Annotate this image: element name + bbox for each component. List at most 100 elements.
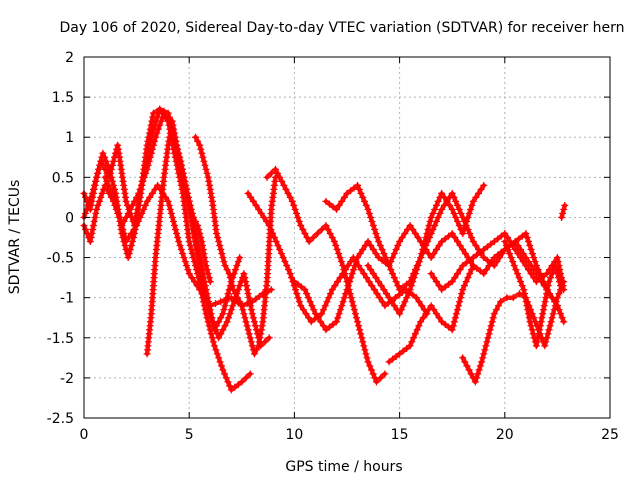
data-point-interp	[533, 338, 541, 346]
data-point-interp	[231, 383, 239, 391]
data-point-interp	[431, 221, 439, 229]
data-point-interp	[188, 274, 196, 282]
data-point-interp	[389, 355, 397, 363]
data-point	[370, 286, 378, 294]
data-point-interp	[414, 262, 422, 270]
data-point-interp	[334, 278, 342, 286]
data-point-interp	[515, 274, 523, 282]
data-point-interp	[376, 294, 384, 302]
data-point-interp	[339, 298, 347, 306]
data-point-interp	[362, 201, 370, 209]
data-point-interp	[544, 282, 552, 290]
data-point	[501, 238, 509, 246]
data-point	[551, 262, 559, 270]
data-point-interp	[133, 193, 141, 201]
data-point	[173, 141, 181, 149]
data-point-interp	[115, 209, 123, 217]
data-point-interp	[514, 250, 522, 258]
data-point-interp	[349, 302, 357, 310]
data-point-interp	[253, 346, 261, 354]
data-point-interp	[409, 278, 417, 286]
data-point	[396, 238, 404, 246]
data-point-interp	[476, 362, 484, 370]
data-point-interp	[528, 326, 536, 334]
data-point-interp	[407, 282, 415, 290]
data-point-interp	[510, 262, 518, 270]
data-point-interp	[89, 221, 97, 229]
data-point	[227, 386, 235, 394]
data-point-interp	[302, 310, 310, 318]
data-point-interp	[557, 282, 565, 290]
data-point-interp	[389, 254, 397, 262]
data-point-interp	[231, 290, 239, 298]
data-point-interp	[204, 298, 212, 306]
data-point-interp	[128, 201, 136, 209]
data-point-interp	[456, 242, 464, 250]
data-point-interp	[526, 242, 534, 250]
data-point-interp	[117, 217, 125, 225]
data-point-interp	[432, 310, 440, 318]
data-point-interp	[134, 217, 142, 225]
data-point-interp	[144, 161, 152, 169]
data-point-interp	[372, 250, 380, 258]
data-point	[185, 197, 193, 205]
data-point-interp	[413, 266, 421, 274]
data-point	[311, 310, 319, 318]
data-point-interp	[309, 234, 317, 241]
data-point-interp	[243, 300, 251, 308]
data-point-interp	[186, 201, 194, 209]
data-point-interp	[380, 250, 388, 258]
data-point-interp	[555, 290, 563, 298]
data-point-interp	[293, 209, 301, 217]
data-point-interp	[303, 290, 311, 298]
data-point	[497, 298, 505, 306]
data-point	[99, 149, 107, 157]
data-point-interp	[483, 338, 491, 346]
data-point-interp	[198, 290, 206, 298]
data-point-interp	[108, 189, 116, 197]
data-point-interp	[367, 242, 375, 250]
data-point	[459, 246, 467, 254]
data-point-interp	[422, 310, 430, 318]
data-point-interp	[205, 274, 213, 282]
data-point-interp	[430, 250, 438, 258]
data-point-interp	[299, 306, 307, 314]
data-point-interp	[340, 193, 348, 201]
data-point-interp	[373, 290, 381, 298]
data-point-interp	[247, 338, 255, 346]
data-point-interp	[377, 374, 385, 382]
data-point	[347, 294, 355, 302]
data-point-interp	[453, 238, 461, 246]
data-point	[97, 157, 105, 165]
data-point	[364, 238, 372, 246]
data-point-interp	[328, 234, 336, 241]
data-point-interp	[390, 274, 398, 282]
data-point-interp	[403, 280, 411, 288]
data-point-interp	[171, 133, 179, 141]
data-point-interp	[147, 149, 155, 157]
data-point	[297, 221, 305, 229]
data-point-interp	[116, 213, 124, 221]
data-point-interp	[223, 266, 231, 274]
data-point-interp	[194, 137, 202, 145]
data-point-interp	[236, 298, 244, 306]
data-point-interp	[176, 242, 184, 250]
data-point-interp	[358, 334, 366, 342]
data-point-interp	[101, 165, 109, 173]
data-point	[204, 173, 212, 181]
data-point-interp	[325, 323, 333, 331]
data-point-interp	[245, 294, 253, 302]
data-point-interp	[226, 310, 234, 318]
data-point-interp	[432, 246, 440, 254]
data-point-interp	[92, 177, 100, 185]
data-point	[522, 262, 530, 270]
data-point-interp	[518, 232, 526, 240]
y-tick-label: 0	[65, 210, 74, 226]
data-point	[225, 270, 233, 278]
data-point-interp	[453, 270, 461, 278]
data-point-interp	[162, 113, 170, 121]
data-point-interp	[243, 322, 251, 330]
data-point	[526, 318, 534, 326]
data-point-interp	[494, 251, 502, 259]
data-point-interp	[177, 246, 185, 254]
